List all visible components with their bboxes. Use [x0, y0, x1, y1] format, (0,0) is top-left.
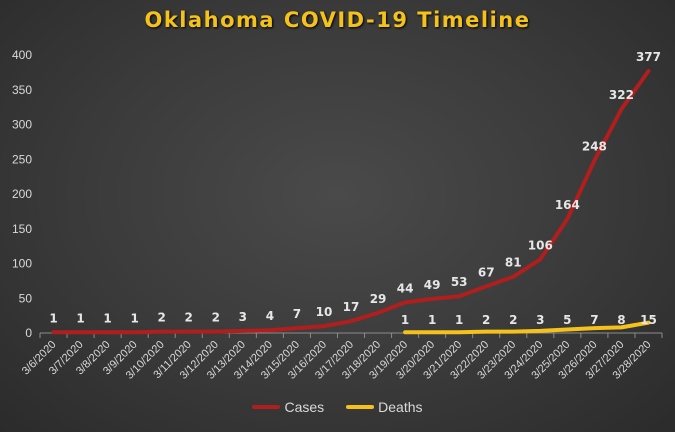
data-label-cases: 2	[158, 311, 166, 325]
data-label-cases: 2	[185, 311, 193, 325]
data-label-cases: 1	[49, 311, 57, 325]
data-label-cases: 17	[343, 300, 360, 314]
y-tick-label: 250	[12, 152, 32, 166]
data-label-cases: 377	[636, 50, 661, 64]
data-label-cases: 10	[316, 305, 333, 319]
data-label-cases: 3	[239, 310, 247, 324]
data-label-deaths: 2	[482, 313, 490, 327]
data-label-deaths: 7	[590, 313, 598, 327]
chart-legend: Cases Deaths	[0, 399, 675, 415]
legend-item-cases: Cases	[252, 399, 324, 415]
data-label-deaths: 1	[455, 313, 463, 327]
data-label-cases: 44	[397, 281, 414, 295]
data-label-cases: 81	[505, 256, 522, 270]
y-tick-label: 400	[12, 48, 32, 62]
legend-item-deaths: Deaths	[346, 399, 423, 415]
data-label-cases: 1	[130, 311, 138, 325]
chart-title: Oklahoma COVID-19 Timeline	[144, 8, 531, 32]
data-label-cases: 322	[609, 88, 634, 102]
data-label-cases: 53	[451, 275, 468, 289]
data-label-cases: 4	[266, 309, 274, 323]
data-label-cases: 67	[478, 265, 495, 279]
y-tick-label: 350	[12, 83, 32, 97]
legend-label-deaths: Deaths	[378, 399, 423, 415]
data-label-cases: 1	[76, 311, 84, 325]
legend-label-cases: Cases	[284, 399, 325, 415]
series-line-deaths	[403, 320, 651, 335]
data-label-cases: 164	[555, 198, 580, 212]
series-line-cases	[51, 69, 651, 335]
data-label-cases: 2	[212, 311, 220, 325]
data-label-deaths: 2	[509, 313, 517, 327]
data-label-cases: 1	[103, 311, 111, 325]
data-label-cases: 248	[582, 140, 607, 154]
legend-swatch-deaths	[346, 405, 375, 409]
data-label-deaths: 5	[563, 313, 571, 327]
y-tick-label: 100	[12, 257, 32, 271]
y-tick-label: 0	[25, 326, 32, 340]
data-label-cases: 106	[528, 238, 553, 252]
data-label-cases: 7	[293, 307, 301, 321]
data-label-deaths: 3	[536, 313, 544, 327]
data-label-deaths: 1	[428, 313, 436, 327]
data-label-cases: 49	[424, 278, 441, 292]
y-tick-label: 150	[12, 222, 32, 236]
legend-swatch-cases	[252, 405, 281, 409]
data-label-deaths: 8	[617, 313, 625, 327]
data-label-cases: 29	[370, 292, 387, 306]
data-label-deaths: 15	[640, 313, 657, 327]
y-tick-label: 300	[12, 118, 32, 132]
y-tick-label: 200	[12, 187, 32, 201]
data-label-deaths: 1	[401, 313, 409, 327]
y-tick-label: 50	[19, 291, 33, 305]
